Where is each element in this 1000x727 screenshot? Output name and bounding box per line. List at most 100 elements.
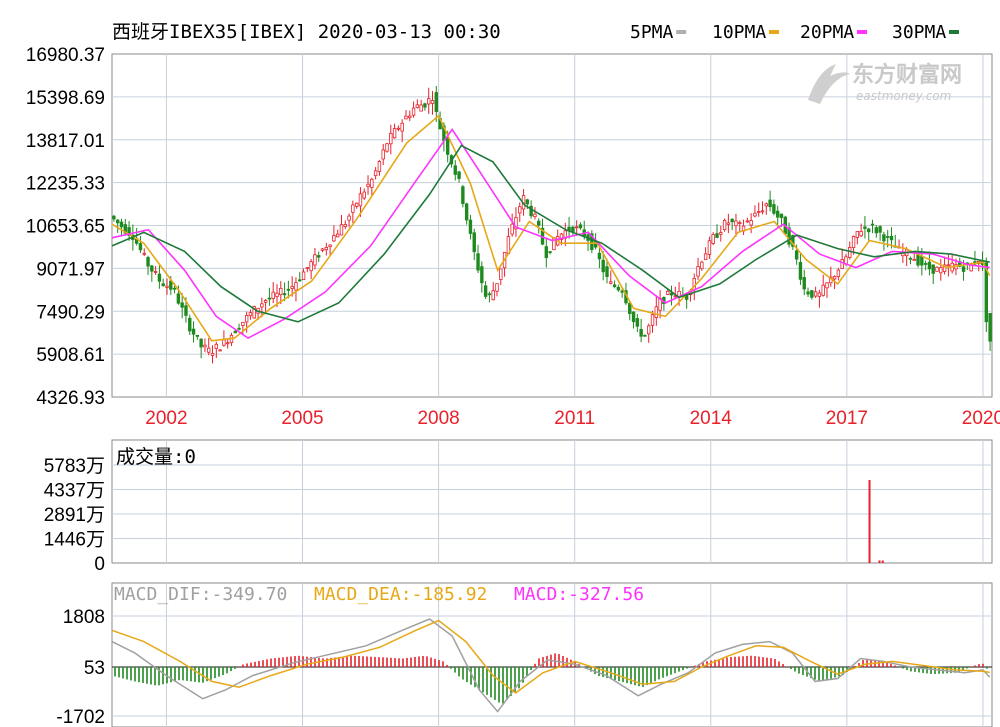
candle — [483, 281, 488, 300]
candle — [495, 283, 499, 297]
candle — [548, 251, 552, 255]
candle — [225, 339, 230, 349]
vol-ytick: 0 — [94, 554, 105, 575]
candle — [855, 230, 860, 245]
candle — [339, 215, 344, 236]
candle — [415, 99, 420, 109]
candle — [324, 242, 329, 256]
candle — [775, 205, 780, 228]
ma-legend: 5PMA 10PMA 20PMA 30PMA — [630, 22, 959, 43]
candle — [396, 125, 401, 132]
legend-30pma: 30PMA — [892, 22, 946, 43]
macd-ytick: 1808 — [63, 607, 105, 628]
candle — [423, 102, 427, 111]
candle — [313, 247, 317, 270]
ma-line-10pma — [111, 114, 991, 342]
candle — [669, 285, 674, 306]
candle — [840, 248, 844, 269]
candle — [263, 299, 268, 313]
candle — [347, 213, 351, 228]
candle — [389, 124, 393, 155]
candle — [153, 266, 158, 275]
macd-dea-line — [111, 619, 990, 694]
macd-ytick: 53 — [84, 658, 105, 679]
candle — [609, 270, 613, 285]
candle — [157, 265, 162, 289]
candle — [935, 266, 939, 272]
candle — [510, 213, 514, 237]
candle — [601, 250, 605, 281]
candle — [434, 86, 439, 122]
legend-swatch — [769, 30, 779, 34]
xtick-2017: 2017 — [826, 408, 868, 429]
candle — [332, 225, 336, 243]
candle — [859, 223, 863, 238]
candle — [867, 227, 871, 243]
legend-swatch — [676, 30, 687, 34]
macd-panel — [111, 582, 993, 727]
candle — [643, 334, 647, 337]
candle — [757, 202, 761, 217]
candle — [298, 272, 302, 282]
macd-label-dea: MACD_DEA:-185.92 — [314, 584, 487, 605]
candle — [612, 280, 617, 289]
candle — [150, 264, 154, 282]
chart-title: 西班牙IBEX35[IBEX] 2020-03-13 00:30 — [112, 21, 501, 43]
candle — [317, 251, 321, 262]
volume-bar — [868, 479, 871, 563]
candle — [639, 318, 643, 343]
candle — [726, 213, 731, 234]
candle — [385, 142, 389, 153]
candle — [764, 202, 769, 215]
candle — [195, 334, 200, 340]
xtick-2014: 2014 — [690, 408, 733, 429]
candle — [654, 296, 659, 326]
candle — [180, 293, 184, 319]
legend-20pma: 20PMA — [800, 22, 854, 43]
candle — [578, 222, 583, 230]
candle — [343, 220, 347, 230]
candle — [628, 302, 632, 321]
candle — [210, 345, 215, 364]
macd-dif-line — [111, 618, 991, 713]
watermark-name: 东方财富网 — [852, 62, 962, 88]
candle — [863, 216, 867, 239]
eastmoney-logo-icon — [808, 64, 850, 104]
candle — [237, 323, 241, 331]
candle — [419, 99, 423, 112]
candle — [749, 213, 753, 234]
candle — [878, 225, 882, 241]
xtick-2002: 2002 — [145, 408, 187, 429]
candle — [404, 110, 408, 120]
candle — [635, 313, 640, 332]
legend-5pma: 5PMA — [630, 22, 674, 43]
candle — [199, 338, 203, 359]
candle — [753, 205, 757, 218]
candle — [305, 267, 310, 273]
candle — [703, 247, 708, 260]
candle — [427, 87, 431, 114]
candle — [279, 281, 283, 305]
candle — [165, 278, 169, 295]
candle — [491, 282, 495, 301]
candle — [464, 202, 469, 225]
candle — [802, 269, 806, 296]
volume-label: 成交量:0 — [116, 446, 196, 468]
candle — [362, 188, 366, 200]
candle — [267, 287, 272, 306]
candle — [647, 323, 651, 343]
candle — [719, 226, 723, 242]
candle — [537, 218, 541, 234]
candle — [411, 101, 416, 118]
candle — [836, 267, 841, 281]
price-ytick: 10653.65 — [26, 217, 105, 238]
candle — [711, 232, 715, 246]
candle — [142, 248, 146, 257]
xtick-2020: 2020 — [962, 408, 1000, 429]
candle — [487, 291, 492, 303]
vol-ytick: 2891万 — [44, 505, 105, 526]
candle — [533, 207, 537, 220]
candle — [309, 259, 313, 280]
watermark: 东方财富网 eastmoney.com — [808, 62, 962, 104]
